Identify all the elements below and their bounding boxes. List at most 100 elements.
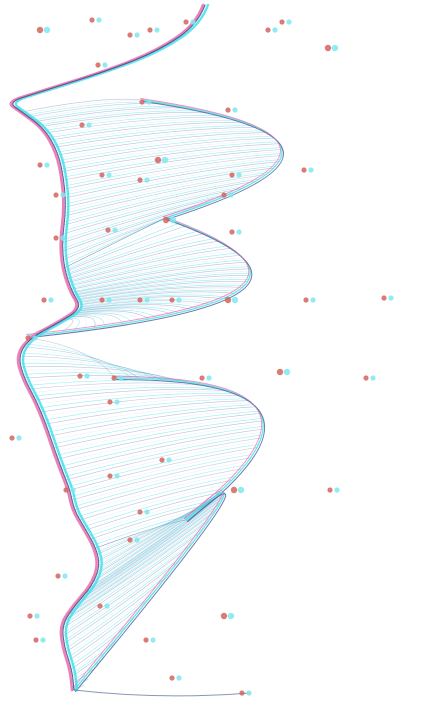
- ribbon-strand: [51, 408, 258, 441]
- ribbon-strand: [67, 514, 214, 617]
- dot-red: [162, 216, 170, 224]
- ribbon-strand: [74, 309, 157, 318]
- dot-red: [99, 297, 105, 303]
- ribbon-strand: [70, 312, 133, 323]
- dot-red: [53, 192, 59, 198]
- dot-cyan: [166, 457, 172, 463]
- ribbon-strand: [42, 396, 244, 417]
- ribbon-strand: [80, 297, 219, 306]
- dot-red: [137, 509, 143, 515]
- ribbon-strand: [45, 400, 250, 425]
- ribbon-strand: [62, 202, 210, 252]
- dot-cyan: [154, 27, 160, 33]
- ribbon-strand: [65, 437, 262, 481]
- ribbon-strand: [78, 497, 224, 601]
- ribbon-strand: [62, 185, 248, 232]
- ribbon-strand: [75, 501, 222, 605]
- ribbon-strand: [59, 423, 264, 463]
- ribbon-edge: [75, 493, 227, 692]
- ribbon-strand: [77, 476, 236, 517]
- ribbon-strand: [70, 257, 243, 288]
- ribbon-strand: [61, 141, 279, 170]
- ribbon-strand: [62, 545, 191, 637]
- ribbon-strand: [67, 589, 157, 658]
- ribbon-strand: [57, 420, 264, 460]
- dot-red: [55, 573, 61, 579]
- dot-red: [224, 296, 232, 304]
- ribbon-strand: [29, 337, 116, 379]
- ribbon-strand: [40, 394, 241, 413]
- ribbon-strand: [84, 494, 225, 595]
- ribbon-strand: [45, 115, 224, 131]
- dot-red: [77, 373, 83, 379]
- dot-cyan: [84, 373, 90, 379]
- dot-cyan: [206, 375, 212, 381]
- ribbon-edge: [140, 98, 281, 217]
- ribbon-strand: [79, 304, 192, 310]
- ribbon-strand: [63, 151, 283, 184]
- dot-cyan: [231, 296, 239, 304]
- ribbon-strand: [67, 243, 224, 281]
- ribbon-strand: [53, 125, 253, 146]
- dot-cyan: [236, 229, 242, 235]
- ribbon-strand: [62, 188, 243, 235]
- ribbon-strand: [73, 468, 243, 511]
- dot-red: [169, 675, 175, 681]
- dot-cyan: [44, 162, 50, 168]
- ribbon-strand: [68, 250, 235, 284]
- ribbon-strand: [85, 492, 219, 531]
- ribbon-edge: [143, 101, 284, 220]
- dot-red: [381, 295, 387, 301]
- dot-red: [36, 26, 44, 34]
- ribbon-edge: [116, 379, 265, 522]
- ribbon-spines: [9, 3, 251, 697]
- ribbon-strand: [64, 153, 283, 187]
- ribbon-strand: [76, 307, 172, 315]
- ribbon-strand: [32, 106, 184, 121]
- dot-cyan: [60, 192, 66, 198]
- dot-red: [33, 637, 39, 643]
- ribbon-edge: [73, 491, 225, 691]
- dot-cyan: [102, 62, 108, 68]
- dot-cyan: [40, 637, 46, 643]
- ribbon-strand: [77, 499, 223, 603]
- dot-red: [25, 335, 31, 341]
- ribbon-strand: [74, 279, 250, 298]
- ribbon-strand: [68, 245, 228, 282]
- dot-red: [127, 537, 133, 543]
- dot-red: [327, 487, 333, 493]
- ribbon-strand: [70, 259, 245, 289]
- ribbon-strand: [77, 306, 179, 314]
- ribbon-edge: [72, 490, 224, 689]
- dot-red: [276, 368, 284, 376]
- ribbon-strand: [64, 155, 282, 190]
- ribbon-strand: [63, 217, 166, 269]
- ribbon-strand: [47, 402, 252, 429]
- ribbon-strand: [73, 272, 251, 295]
- dot-red: [99, 172, 105, 178]
- dot-cyan: [161, 156, 169, 164]
- ribbon-strand: [65, 172, 270, 214]
- ribbon-strand: [87, 497, 214, 534]
- ribbon-strand: [61, 527, 204, 627]
- dot-cyan: [227, 612, 235, 620]
- dot-red: [143, 637, 149, 643]
- dot-cyan: [106, 172, 112, 178]
- ribbon-strand: [68, 444, 259, 487]
- ribbon-strand: [65, 169, 272, 211]
- ribbon-strand: [58, 132, 268, 156]
- ribbon-strand: [62, 145, 281, 175]
- dot-cyan: [169, 216, 177, 224]
- spine-cyan: [14, 3, 210, 692]
- spine-magenta: [9, 3, 205, 692]
- ribbon-strand: [37, 391, 233, 405]
- ribbon-strand: [81, 484, 228, 524]
- dot-red: [220, 612, 228, 620]
- ribbon-strand: [64, 434, 263, 477]
- dot-cyan: [118, 375, 124, 381]
- dot-cyan: [236, 172, 242, 178]
- ribbon-strand: [62, 536, 198, 632]
- ribbon-strand: [73, 464, 246, 507]
- ribbon-strand: [41, 112, 212, 127]
- ribbon-strand: [79, 480, 232, 521]
